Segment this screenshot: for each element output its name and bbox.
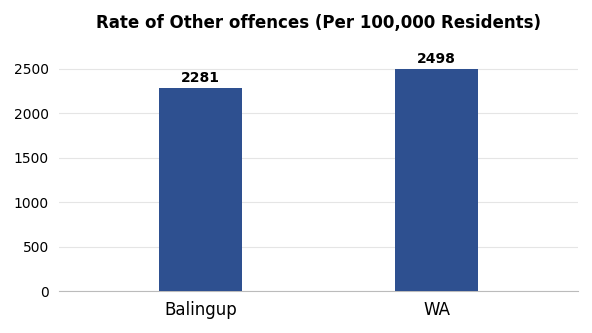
Text: 2281: 2281 (181, 71, 220, 85)
Bar (395, 69, 478, 291)
Text: 2498: 2498 (417, 52, 456, 66)
Title: Rate of Other offences (Per 100,000 Residents): Rate of Other offences (Per 100,000 Resi… (96, 14, 541, 32)
Bar (159, 88, 242, 291)
